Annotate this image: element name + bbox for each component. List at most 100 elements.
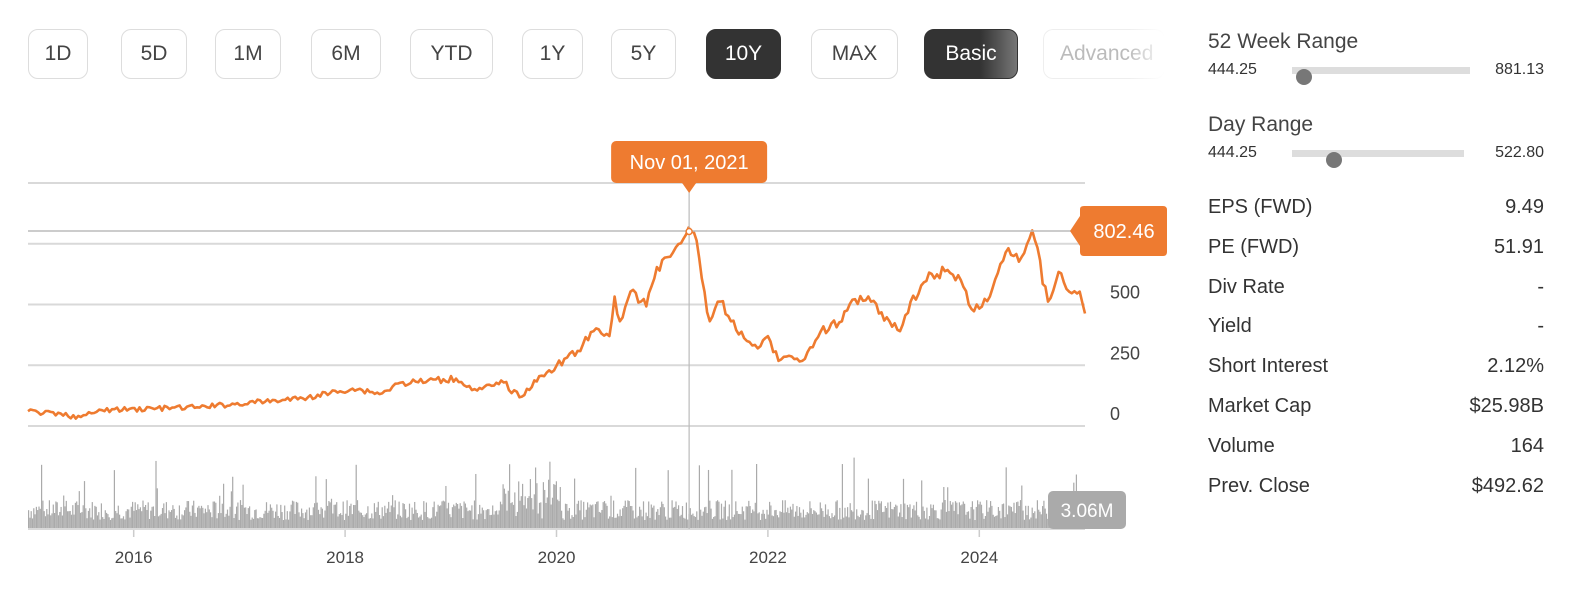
volume-bar xyxy=(241,504,243,528)
volume-bar xyxy=(607,518,609,528)
date-tooltip-text: Nov 01, 2021 xyxy=(630,152,749,174)
volume-bar xyxy=(657,509,659,528)
volume-bar xyxy=(60,506,62,528)
volume-bar xyxy=(922,506,924,528)
volume-bar xyxy=(148,518,151,528)
volume-bar xyxy=(65,500,67,528)
volume-bar xyxy=(997,507,999,528)
advanced-mode-button[interactable]: Advanced xyxy=(1043,29,1165,79)
volume-bar xyxy=(1003,503,1005,528)
volume-bar xyxy=(1026,515,1028,528)
volume-bar xyxy=(93,519,95,528)
week52-marker xyxy=(1295,68,1312,85)
range-button-max[interactable]: MAX xyxy=(811,29,898,79)
volume-bar xyxy=(265,502,268,528)
stat-row: Prev. Close $492.62 xyxy=(1208,475,1544,498)
volume-bar xyxy=(356,500,359,528)
range-button-6m[interactable]: 6M xyxy=(311,29,381,79)
volume-bar xyxy=(678,505,680,528)
volume-bar xyxy=(394,500,396,528)
volume-bar xyxy=(382,516,385,528)
volume-bar xyxy=(29,517,31,528)
volume-bar xyxy=(1038,509,1040,528)
range-button-1m[interactable]: 1M xyxy=(215,29,281,79)
volume-bar xyxy=(772,516,775,528)
volume-bar xyxy=(431,517,433,528)
day-low: 444.25 xyxy=(1208,144,1257,161)
volume-bar xyxy=(217,513,219,528)
volume-bar xyxy=(731,469,733,528)
volume-bar xyxy=(367,506,369,528)
volume-bar xyxy=(587,502,589,528)
volume-bar xyxy=(384,505,386,528)
volume-bar xyxy=(76,501,78,528)
volume-bar xyxy=(767,514,769,528)
volume-bar xyxy=(464,503,466,528)
volume-bar xyxy=(39,508,41,528)
volume-bar xyxy=(353,504,355,528)
volume-bar xyxy=(926,507,928,528)
range-button-1d[interactable]: 1D xyxy=(28,29,88,79)
stat-row: EPS (FWD) 9.49 xyxy=(1208,196,1544,219)
range-button-ytd[interactable]: YTD xyxy=(410,29,493,79)
volume-bar xyxy=(139,507,141,528)
volume-bar xyxy=(61,515,63,528)
volume-bar xyxy=(558,501,560,528)
volume-bar xyxy=(889,501,892,528)
volume-bar xyxy=(698,465,700,528)
volume-bar xyxy=(407,516,409,528)
volume-bar xyxy=(471,505,473,528)
volume-bar xyxy=(982,513,984,528)
volume-bar xyxy=(806,512,808,528)
basic-mode-button[interactable]: Basic xyxy=(924,29,1018,79)
volume-bar xyxy=(527,498,529,528)
volume-bar xyxy=(886,507,888,528)
volume-bar xyxy=(572,516,574,528)
volume-bar xyxy=(98,512,100,528)
volume-bar xyxy=(737,513,739,528)
volume-bar xyxy=(871,500,873,528)
volume-bar xyxy=(475,473,477,528)
range-button-5d[interactable]: 5D xyxy=(121,29,187,79)
volume-bar xyxy=(910,517,912,528)
volume-bar xyxy=(546,497,548,528)
range-button-5y[interactable]: 5Y xyxy=(611,29,676,79)
volume-bar xyxy=(207,505,209,528)
volume-bar xyxy=(771,515,773,528)
volume-bar xyxy=(516,511,518,528)
volume-bar xyxy=(349,505,351,528)
volume-bar xyxy=(618,516,620,528)
volume-bar xyxy=(234,513,236,528)
volume-bar xyxy=(878,500,880,528)
volume-bar xyxy=(306,509,308,528)
volume-bar xyxy=(173,508,175,528)
volume-bar xyxy=(509,464,511,528)
volume-bar xyxy=(483,510,485,528)
volume-bar xyxy=(847,507,849,528)
volume-bar xyxy=(342,501,344,528)
volume-bar xyxy=(671,500,673,528)
volume-bar xyxy=(402,503,404,528)
volume-bar xyxy=(620,515,622,528)
volume-bar xyxy=(457,504,459,528)
volume-bar xyxy=(492,505,494,528)
volume-bar xyxy=(1030,517,1032,528)
volume-bar xyxy=(362,515,364,528)
volume-bar xyxy=(420,514,422,528)
volume-bar xyxy=(710,508,712,528)
volume-bar xyxy=(414,501,416,528)
range-button-10y[interactable]: 10Y xyxy=(706,29,781,79)
volume-bar xyxy=(934,510,936,528)
volume-bar xyxy=(954,501,957,528)
volume-bar xyxy=(879,503,881,528)
volume-bar xyxy=(102,517,104,528)
volume-bar xyxy=(672,507,674,528)
volume-bar xyxy=(1001,504,1003,528)
volume-bar xyxy=(403,503,405,528)
volume-bar xyxy=(247,508,249,528)
volume-bar xyxy=(665,516,667,528)
volume-bar xyxy=(650,504,652,528)
range-button-1y[interactable]: 1Y xyxy=(522,29,583,79)
volume-bar xyxy=(765,518,767,528)
volume-bar xyxy=(290,504,292,528)
